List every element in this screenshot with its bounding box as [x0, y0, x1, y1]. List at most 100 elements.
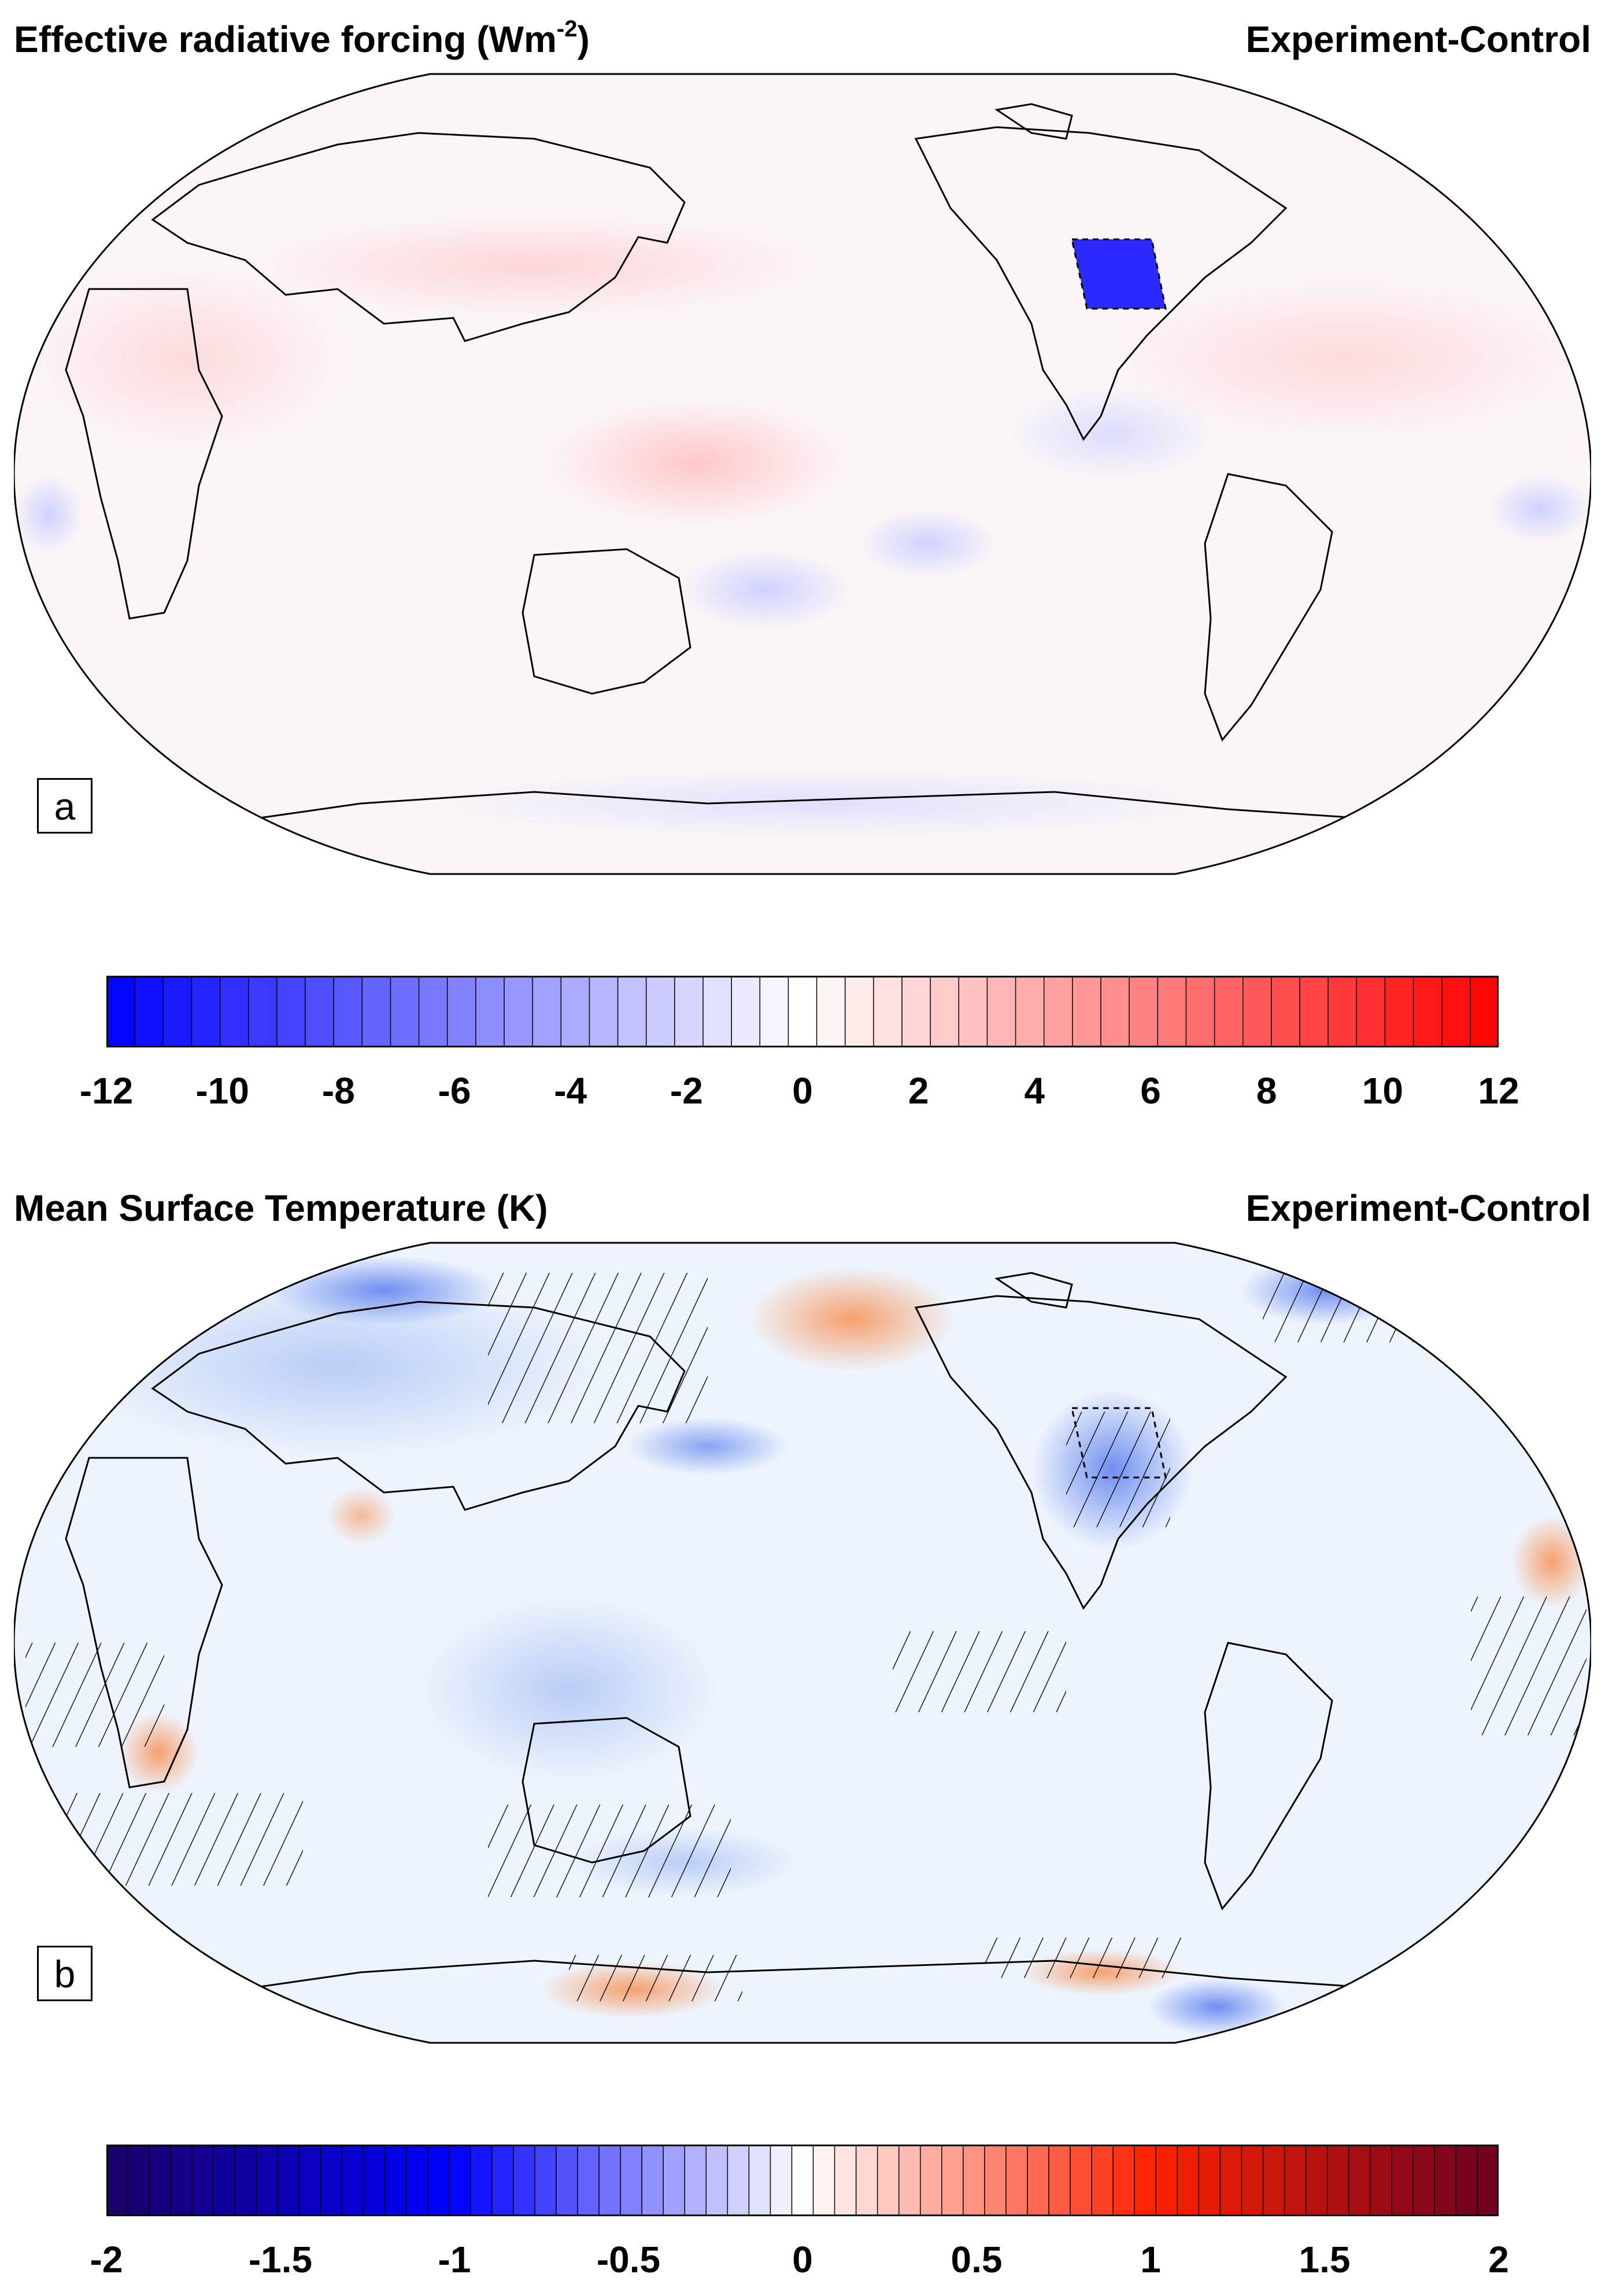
colorbar-cell [1185, 976, 1215, 1047]
colorbar-tick-label: -2 [90, 2239, 123, 2280]
colorbar-cell [958, 976, 988, 1047]
colorbar-cell [234, 2145, 257, 2216]
panel-a-colorbar-ticks: -12 -10 -8 -6 -4 -2 0 2 4 6 8 10 12 [80, 1069, 1519, 1116]
colorbar-cell [1284, 2145, 1307, 2216]
colorbar-cell [834, 2145, 857, 2216]
colorbar-cell [333, 976, 363, 1047]
colorbar-cell [1391, 2145, 1414, 2216]
colorbar-cell [963, 2145, 986, 2216]
colorbar-cell [191, 976, 221, 1047]
colorbar-cell [1262, 2145, 1285, 2216]
colorbar-cell [1027, 2145, 1050, 2216]
panel-b-colorbar-ticks: -2 -1.5 -1 -0.5 0 0.5 1 1.5 2 [90, 2238, 1509, 2284]
colorbar-cell [418, 976, 448, 1047]
colorbar-tick-label: -1 [438, 2239, 471, 2280]
colorbar-cell [162, 976, 193, 1047]
colorbar-cell [1412, 2145, 1436, 2216]
cool-anomaly [1488, 474, 1591, 543]
colorbar-cell [1214, 976, 1244, 1047]
colorbar-tick-label: 1 [1140, 2239, 1161, 2280]
colorbar-tick-label: -2 [670, 1070, 703, 1112]
colorbar-cell [1155, 2145, 1178, 2216]
colorbar-cell [702, 976, 733, 1047]
colorbar-cell [920, 2145, 943, 2216]
colorbar-frame [106, 2145, 1499, 2216]
warm-anomaly [245, 214, 823, 318]
colorbar-cell [127, 2145, 150, 2216]
panel-a-title: Effective radiative forcing (Wm-2) [14, 16, 590, 60]
colorbar-cell [1441, 976, 1471, 1047]
colorbar-cell [674, 976, 704, 1047]
colorbar-cell [684, 2145, 707, 2216]
panel-b-colorbar [106, 2145, 1499, 2216]
colorbar-cell [620, 2145, 643, 2216]
colorbar-cell [759, 976, 789, 1047]
warm-anomaly [326, 1487, 395, 1545]
colorbar-cell [645, 976, 676, 1047]
colorbar-cell [855, 2145, 878, 2216]
colorbar-cell [898, 2145, 922, 2216]
panel-a-colorbar [106, 976, 1499, 1047]
colorbar-cell [1369, 2145, 1393, 2216]
colorbar-tick-label: 2 [1488, 2239, 1509, 2280]
colorbar-cell [1072, 976, 1102, 1047]
colorbar-cell [1271, 976, 1301, 1047]
colorbar-tick-label: 4 [1024, 1070, 1045, 1112]
colorbar-cell [930, 976, 960, 1047]
colorbar-cell [1477, 2145, 1499, 2216]
colorbar-cell [446, 976, 477, 1047]
colorbar-cell [577, 2145, 600, 2216]
colorbar-cell [390, 976, 420, 1047]
colorbar-cell [787, 976, 818, 1047]
colorbar-cell [1434, 2145, 1457, 2216]
colorbar-cell [149, 2145, 172, 2216]
colorbar-cell [1241, 2145, 1264, 2216]
colorbar-cell [844, 976, 875, 1047]
colorbar-cell [1134, 2145, 1157, 2216]
warm-anomaly [1101, 277, 1586, 439]
colorbar-cell [1384, 976, 1414, 1047]
colorbar-cell [1470, 976, 1499, 1047]
colorbar-cell [598, 2145, 622, 2216]
colorbar-cell [556, 2145, 579, 2216]
colorbar-tick-label: 0 [792, 1070, 813, 1112]
colorbar-cell [816, 976, 846, 1047]
colorbar-tick-label: -0.5 [596, 2239, 661, 2280]
warm-anomaly [748, 1267, 956, 1371]
colorbar-frame [106, 976, 1499, 1047]
panel-a-subtitle: Experiment-Control [1245, 18, 1591, 60]
colorbar-cell [1091, 2145, 1114, 2216]
colorbar-cell [1112, 2145, 1136, 2216]
colorbar-cell [491, 2145, 515, 2216]
panel-b-label: b [37, 1946, 93, 2001]
colorbar-cell [812, 2145, 835, 2216]
colorbar-cell [1015, 976, 1045, 1047]
colorbar-cell [1412, 976, 1443, 1047]
colorbar-cell [663, 2145, 686, 2216]
colorbar-cell [1219, 2145, 1242, 2216]
colorbar-cell [641, 2145, 664, 2216]
forcing-region [1071, 238, 1167, 310]
colorbar-cell [427, 2145, 450, 2216]
colorbar-tick-label: 12 [1478, 1070, 1519, 1112]
colorbar-tick-label: -8 [321, 1070, 355, 1112]
colorbar-tick-label: -10 [195, 1070, 249, 1112]
panel-b-title: Mean Surface Temperature (K) [14, 1187, 548, 1229]
colorbar-cell [617, 976, 647, 1047]
colorbar-cell [1157, 976, 1187, 1047]
colorbar-cell [1356, 976, 1386, 1047]
colorbar-cell [106, 2145, 129, 2216]
warm-anomaly [546, 399, 846, 526]
panel-a-label: a [37, 778, 93, 834]
map-border [14, 1242, 1591, 2044]
cool-anomaly [14, 474, 83, 555]
colorbar-cell [320, 2145, 343, 2216]
cool-anomaly [1147, 1978, 1286, 2036]
colorbar-cell [873, 976, 903, 1047]
colorbar-cell [247, 976, 278, 1047]
cool-anomaly [679, 549, 852, 630]
cool-anomaly [268, 1256, 500, 1325]
colorbar-cell [363, 2145, 386, 2216]
colorbar-cell [560, 976, 590, 1047]
panel-a-map [14, 73, 1591, 875]
